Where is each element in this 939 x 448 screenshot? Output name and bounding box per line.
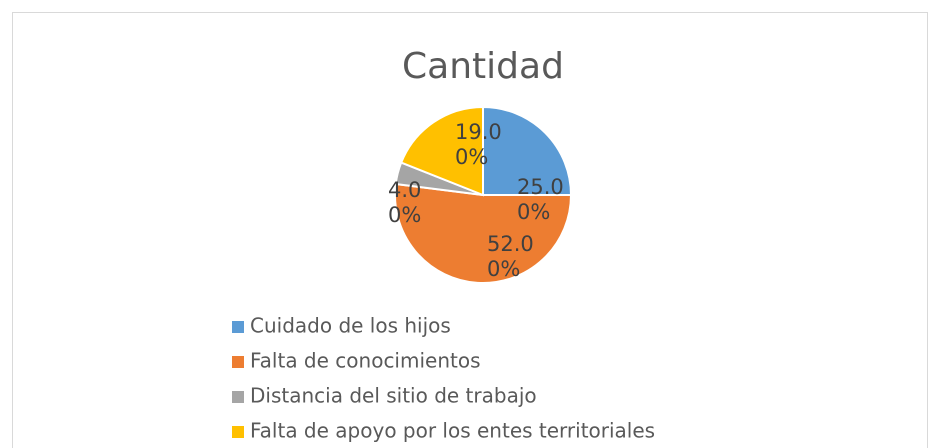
legend-swatch — [232, 321, 244, 333]
data-label: 52.00% — [487, 232, 534, 281]
legend-swatch — [232, 391, 244, 403]
data-label: 25.00% — [517, 175, 564, 224]
chart-title: Cantidad — [402, 46, 564, 87]
legend-swatch — [232, 356, 244, 368]
data-label: 19.00% — [455, 120, 502, 169]
legend-label: Falta de conocimientos — [250, 349, 481, 373]
data-label-text: 52.00% — [487, 232, 534, 281]
pie-slice — [399, 105, 484, 197]
legend-label: Falta de apoyo por los entes territorial… — [250, 419, 655, 443]
legend-swatch — [232, 426, 244, 438]
pie-slice — [394, 182, 573, 284]
pie-slice — [482, 105, 573, 196]
data-label-text: 4.00% — [388, 178, 422, 227]
legend-label: Distancia del sitio de trabajo — [250, 384, 537, 408]
data-label-text: 19.00% — [455, 120, 502, 169]
legend-label: Cuidado de los hijos — [250, 314, 451, 338]
data-label-text: 25.00% — [517, 175, 564, 224]
data-label: 4.00% — [388, 178, 422, 227]
